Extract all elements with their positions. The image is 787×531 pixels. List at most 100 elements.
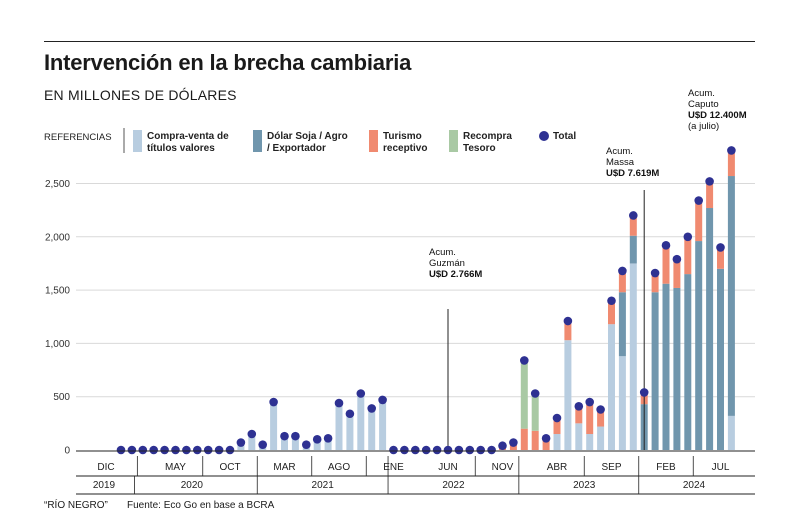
legend-label-soja: Dólar Soja / Agro — [267, 131, 348, 142]
legend-label-compra: Compra-venta de — [147, 131, 229, 142]
annotation-text: U$D 7.619M — [606, 168, 659, 179]
bar-segment-turismo — [684, 236, 692, 275]
y-tick-label: 1,000 — [45, 339, 70, 350]
total-point — [650, 268, 660, 278]
total-point — [334, 398, 344, 408]
bar-segment-compra — [346, 413, 354, 450]
bar-segment-turismo — [597, 409, 605, 427]
total-point — [585, 397, 594, 407]
total-point — [618, 266, 627, 276]
y-tick-label: 0 — [64, 446, 70, 457]
total-point — [160, 445, 169, 455]
total-point — [389, 445, 398, 455]
total-point — [421, 445, 431, 455]
bar-segment-soja — [651, 292, 659, 450]
total-point — [323, 433, 333, 443]
bar-segment-soja — [673, 287, 681, 450]
x-month-label: OCT — [219, 462, 240, 473]
annotation-text: Acum. — [429, 247, 456, 258]
total-point — [541, 433, 551, 443]
legend-label-turismo: Turismo — [383, 131, 422, 142]
total-point — [214, 445, 224, 455]
total-point — [116, 445, 126, 455]
annotation-text: U$D 12.400M — [688, 110, 747, 121]
bar-segment-turismo — [717, 247, 724, 269]
footer-brand: “RÍO NEGRO” — [44, 500, 108, 511]
total-point — [203, 445, 213, 455]
total-point — [727, 146, 736, 155]
bar-segment-turismo — [651, 273, 659, 293]
chart-title: Intervención en la brecha cambiaria — [44, 50, 412, 75]
total-point — [269, 397, 278, 407]
total-point — [498, 441, 507, 451]
bar-segment-soja — [695, 241, 703, 450]
total-point — [400, 445, 409, 455]
bar-segment-turismo — [662, 245, 670, 284]
total-point — [520, 356, 529, 365]
bar-segment-compra — [618, 356, 626, 450]
annotation-text: Caputo — [688, 99, 719, 110]
x-year-label: 2019 — [93, 480, 116, 491]
bar-segment-recompra — [531, 393, 539, 431]
total-point — [476, 445, 486, 455]
total-point — [236, 438, 246, 447]
total-point — [683, 232, 693, 242]
total-point — [716, 243, 725, 252]
bar-segment-turismo — [553, 418, 561, 435]
total-point — [280, 431, 289, 441]
total-point — [356, 389, 366, 398]
x-month-label: SEP — [601, 462, 621, 473]
x-month-label: ENE — [383, 462, 404, 473]
total-point — [378, 395, 387, 405]
bar-segment-turismo — [564, 321, 572, 341]
total-point — [302, 440, 311, 449]
bar-segment-soja — [662, 283, 670, 450]
total-point — [312, 435, 322, 444]
bar-segment-soja — [706, 208, 714, 450]
total-point — [258, 440, 268, 449]
total-point — [138, 445, 148, 455]
bar-segment-turismo — [695, 200, 703, 242]
total-point — [291, 431, 300, 441]
bar-segment-compra — [629, 263, 637, 450]
bar-segment-turismo — [673, 259, 681, 288]
x-month-label: NOV — [492, 462, 514, 473]
total-point — [465, 445, 475, 455]
total-point — [171, 445, 180, 455]
legend-label-turismo-2: receptivo — [383, 143, 427, 154]
total-point — [432, 445, 442, 455]
bar-segment-turismo — [706, 181, 714, 209]
total-point — [607, 296, 616, 306]
bar-segment-turismo — [727, 150, 735, 177]
x-month-label: MAR — [273, 462, 295, 473]
annotation-text: (a julio) — [688, 121, 719, 132]
bar-segment-soja — [629, 235, 637, 264]
x-month-label: FEB — [656, 462, 676, 473]
bar-segment-compra — [248, 434, 256, 450]
bar-segment-turismo — [629, 215, 637, 236]
bar-segment-compra — [608, 324, 615, 450]
legend-label-soja-2: / Exportador — [267, 143, 326, 154]
bar-segment-turismo — [575, 406, 583, 424]
bar-segment-compra — [727, 415, 735, 450]
x-month-label: JUL — [712, 462, 730, 473]
x-year-label: 2022 — [442, 480, 465, 491]
y-tick-label: 500 — [53, 392, 70, 403]
total-point — [193, 445, 202, 455]
bar-segment-turismo — [608, 300, 615, 325]
bar-segment-compra — [357, 393, 365, 450]
total-point — [454, 445, 464, 455]
legend-label-recompra-2: Tesoro — [463, 143, 496, 154]
x-month-label: AGO — [328, 462, 350, 473]
annotation-text: Massa — [606, 157, 635, 168]
total-point — [127, 445, 137, 455]
bar-segment-turismo — [542, 438, 550, 450]
legend-header: REFERENCIAS — [44, 132, 112, 143]
annotation-text: Guzmán — [429, 258, 465, 269]
legend-label-recompra: Recompra — [463, 131, 512, 142]
legend-label-compra-2: títulos valores — [147, 143, 215, 154]
annotation-text: Acum. — [688, 88, 715, 99]
legend-swatch-recompra — [449, 130, 458, 152]
legend-swatch-compra — [133, 130, 142, 152]
bar-segment-compra — [379, 399, 387, 450]
